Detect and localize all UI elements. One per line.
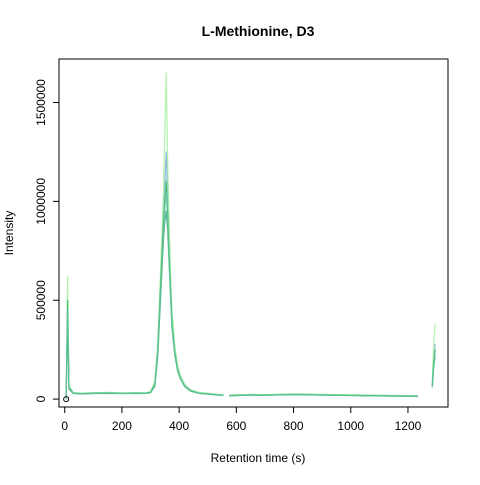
x-axis: 0 200 400 600 800 1000 1200 xyxy=(61,406,422,433)
y-tick-label: 0 xyxy=(34,395,48,402)
series-layer xyxy=(65,72,436,400)
x-tick-label: 600 xyxy=(226,419,246,433)
series-line-5 xyxy=(65,190,436,400)
x-axis-label: Retention time (s) xyxy=(211,451,306,465)
x-tick-label: 1000 xyxy=(337,419,364,433)
x-tick-label: 200 xyxy=(112,419,132,433)
x-tick-label: 800 xyxy=(284,419,304,433)
x-tick-label: 1200 xyxy=(395,419,422,433)
y-axis-label: Intensity xyxy=(2,211,16,256)
y-tick-label: 1500000 xyxy=(34,79,48,126)
y-tick-label: 1000000 xyxy=(34,178,48,225)
x-tick-label: 0 xyxy=(61,419,68,433)
marker-layer xyxy=(63,396,70,403)
y-tick-label: 500000 xyxy=(34,280,48,320)
x-tick-label: 400 xyxy=(169,419,189,433)
origin-marker xyxy=(63,396,70,403)
chart-title: L-Methionine, D3 xyxy=(202,23,315,39)
y-axis: 0 500000 1000000 1500000 xyxy=(34,79,60,402)
